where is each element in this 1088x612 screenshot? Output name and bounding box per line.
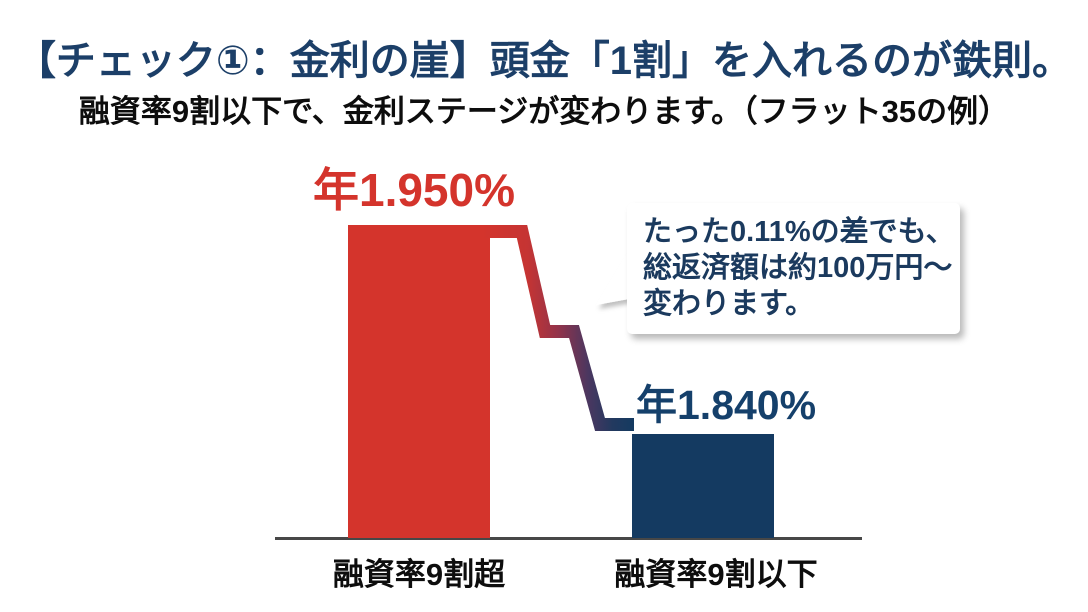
page-title: 【チェック①：金利の崖】頭金「1割」を入れるのが鉄則。	[15, 39, 1073, 83]
x-axis-line	[275, 537, 862, 540]
speech-bubble-tail	[596, 250, 629, 305]
rate-cliff-line	[482, 225, 634, 431]
category-label-under-90: 融資率9割以下	[614, 557, 818, 592]
bar-loan-ratio-over-90	[348, 225, 490, 538]
bar-loan-ratio-under-90	[632, 434, 774, 538]
speech-bubble-line-3: 変わります。	[643, 288, 815, 320]
value-label-over-90: 年1.950%	[312, 164, 515, 216]
speech-bubble-line-1: たった0.11%の差でも、	[643, 216, 955, 248]
speech-bubble: たった0.11%の差でも、 総返済額は約100万円〜 変わります。	[627, 203, 960, 334]
page-subtitle: 融資率9割以下で、金利ステージが変わります。（フラット35の例）	[78, 94, 1010, 129]
value-label-under-90: 年1.840%	[636, 382, 817, 428]
speech-bubble-line-2: 総返済額は約100万円〜	[643, 252, 953, 284]
category-label-over-90: 融資率9割超	[332, 557, 506, 592]
